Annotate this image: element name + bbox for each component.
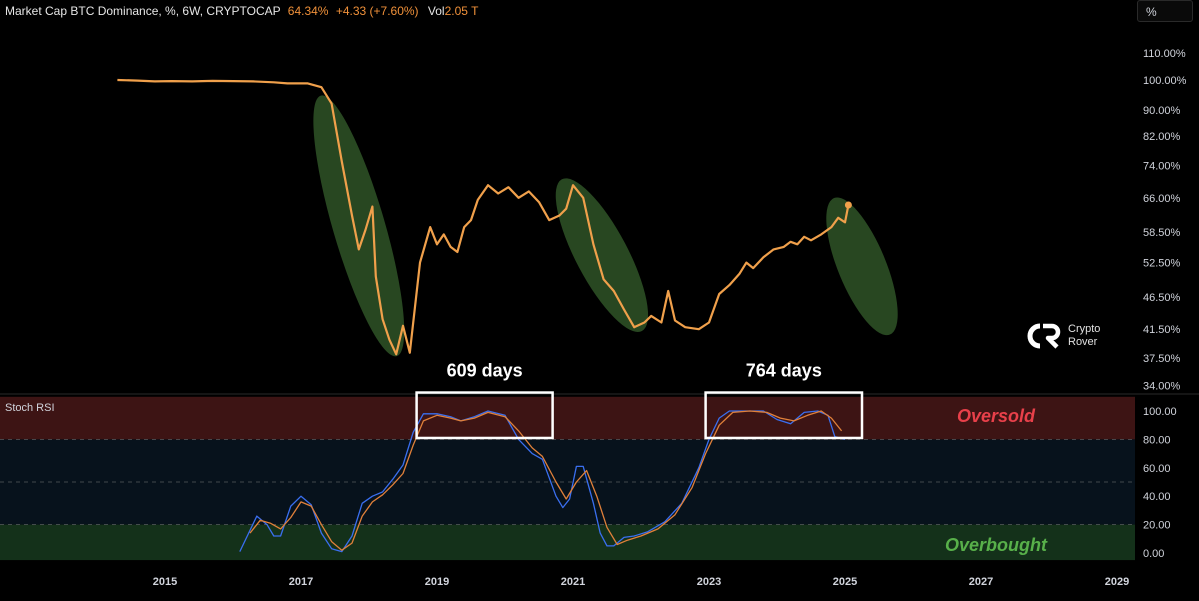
last-value-dot <box>844 201 852 209</box>
x-tick-label-3: 2019 <box>425 576 449 588</box>
percent-scale-button[interactable]: % <box>1137 0 1193 22</box>
last-value: 64.34% <box>287 4 329 18</box>
y-tick-label-11: 37.50% <box>1143 353 1181 365</box>
stoch-y-tick-label-4: 40.00 <box>1143 491 1171 503</box>
annotation-label-2: 764 days <box>746 361 822 381</box>
logo-text-line2: Rover <box>1068 336 1098 348</box>
annotation-label-1: 609 days <box>447 361 523 381</box>
stoch-zone-1 <box>0 396 1135 440</box>
stoch-y-tick-label-6: 0.00 <box>1143 548 1164 560</box>
stoch-rsi-label: Stoch RSI <box>5 402 55 414</box>
x-tick-label-8: 2029 <box>1105 576 1129 588</box>
y-tick-label-5: 74.00% <box>1143 160 1181 172</box>
logo-text-line1: Crypto <box>1068 323 1101 335</box>
highlight-ellipse-3 <box>826 197 898 336</box>
y-tick-label-1: 110.00% <box>1143 48 1186 60</box>
stoch-y-tick-label-3: 60.00 <box>1143 463 1171 475</box>
volume-label: Vol <box>427 4 445 18</box>
crypto-rover-logo: Crypto Rover <box>1026 322 1100 350</box>
x-tick-label-5: 2023 <box>697 576 721 588</box>
highlight-ellipse-2 <box>555 178 649 332</box>
x-tick-label-7: 2027 <box>969 576 993 588</box>
y-tick-label-10: 41.50% <box>1143 324 1181 336</box>
x-tick-label-1: 2015 <box>153 576 177 588</box>
y-tick-label-6: 66.00% <box>1143 193 1181 205</box>
y-tick-label-3: 90.00% <box>1143 105 1181 117</box>
y-tick-label-2: 100.00% <box>1143 75 1187 87</box>
price-change: +4.33 (+7.60%) <box>335 4 419 18</box>
chart-header: Market Cap BTC Dominance, %, 6W, CRYPTOC… <box>5 4 478 18</box>
stoch-y-tick-label-5: 20.00 <box>1143 520 1171 532</box>
x-tick-label-2: 2017 <box>289 576 313 588</box>
volume-value: 2.05 T <box>444 4 479 18</box>
stoch-line-k <box>239 410 846 553</box>
y-tick-label-9: 46.50% <box>1143 292 1181 304</box>
annotation-box-2 <box>704 391 864 440</box>
crypto-rover-logo-icon <box>1027 323 1061 349</box>
stoch-line-d <box>249 410 843 551</box>
y-tick-label-4: 82.00% <box>1143 131 1181 143</box>
annotation-box-1 <box>415 391 554 440</box>
oversold-label: Oversold <box>957 406 1036 426</box>
highlight-ellipse-1 <box>313 95 405 357</box>
overbought-label: Overbought <box>945 535 1048 555</box>
x-tick-label-6: 2025 <box>833 576 857 588</box>
x-tick-label-4: 2021 <box>561 576 585 588</box>
stoch-y-tick-label-1: 100.00 <box>1143 406 1177 418</box>
btc-dominance-line <box>117 78 850 356</box>
y-tick-label-7: 58.50% <box>1143 227 1181 239</box>
symbol-title[interactable]: Market Cap BTC Dominance, %, 6W, CRYPTOC… <box>5 4 281 18</box>
y-tick-label-8: 52.50% <box>1143 258 1181 270</box>
y-tick-label-12: 34.00% <box>1143 381 1181 393</box>
stoch-zone-3 <box>0 524 1135 561</box>
stoch-y-tick-label-2: 80.00 <box>1143 434 1171 446</box>
